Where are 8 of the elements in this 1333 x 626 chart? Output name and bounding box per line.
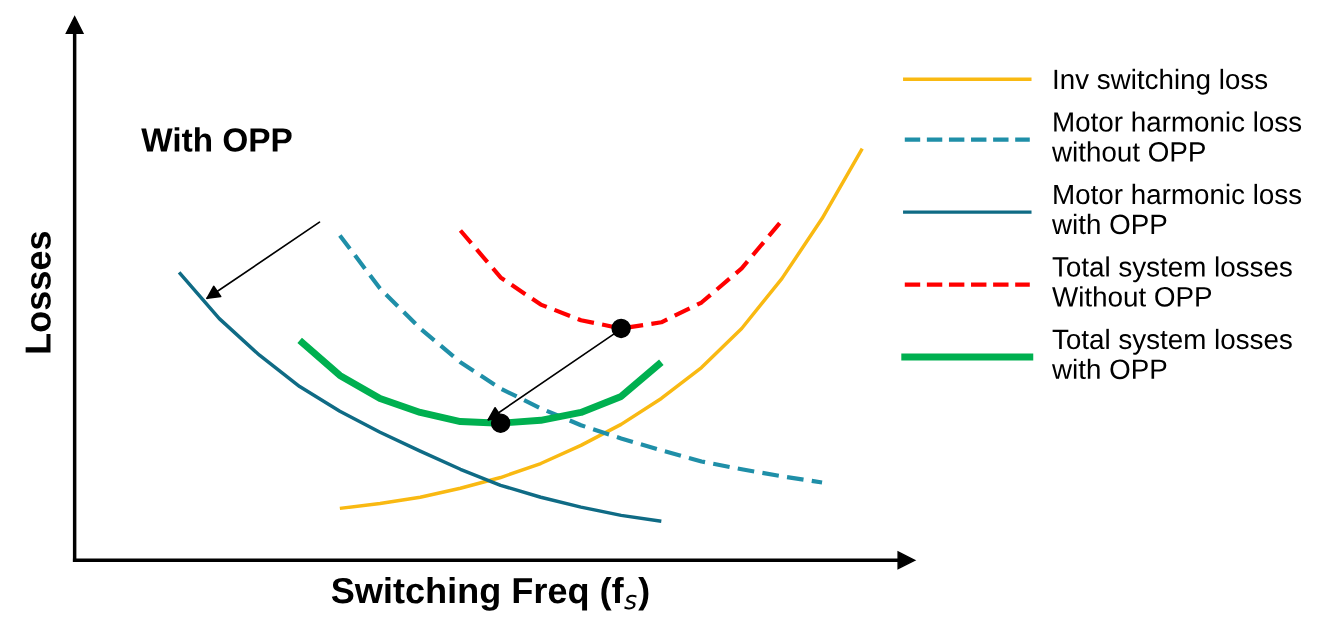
legend-label: Inv switching loss	[1054, 68, 1268, 95]
x-axis-title: Switching Freq (f$_{s}$)	[331, 576, 649, 611]
legend-label: Motor harmonic loss with OPP	[1051, 183, 1302, 235]
legend-label: Total system losses with OPP	[1051, 328, 1292, 380]
annotation: With OPP	[141, 127, 292, 152]
legend-label: Motor harmonic loss without OPP	[1051, 111, 1302, 162]
y-axis-title: Losses	[25, 231, 51, 353]
legend-label: Total system losses Without OPP	[1052, 256, 1292, 307]
